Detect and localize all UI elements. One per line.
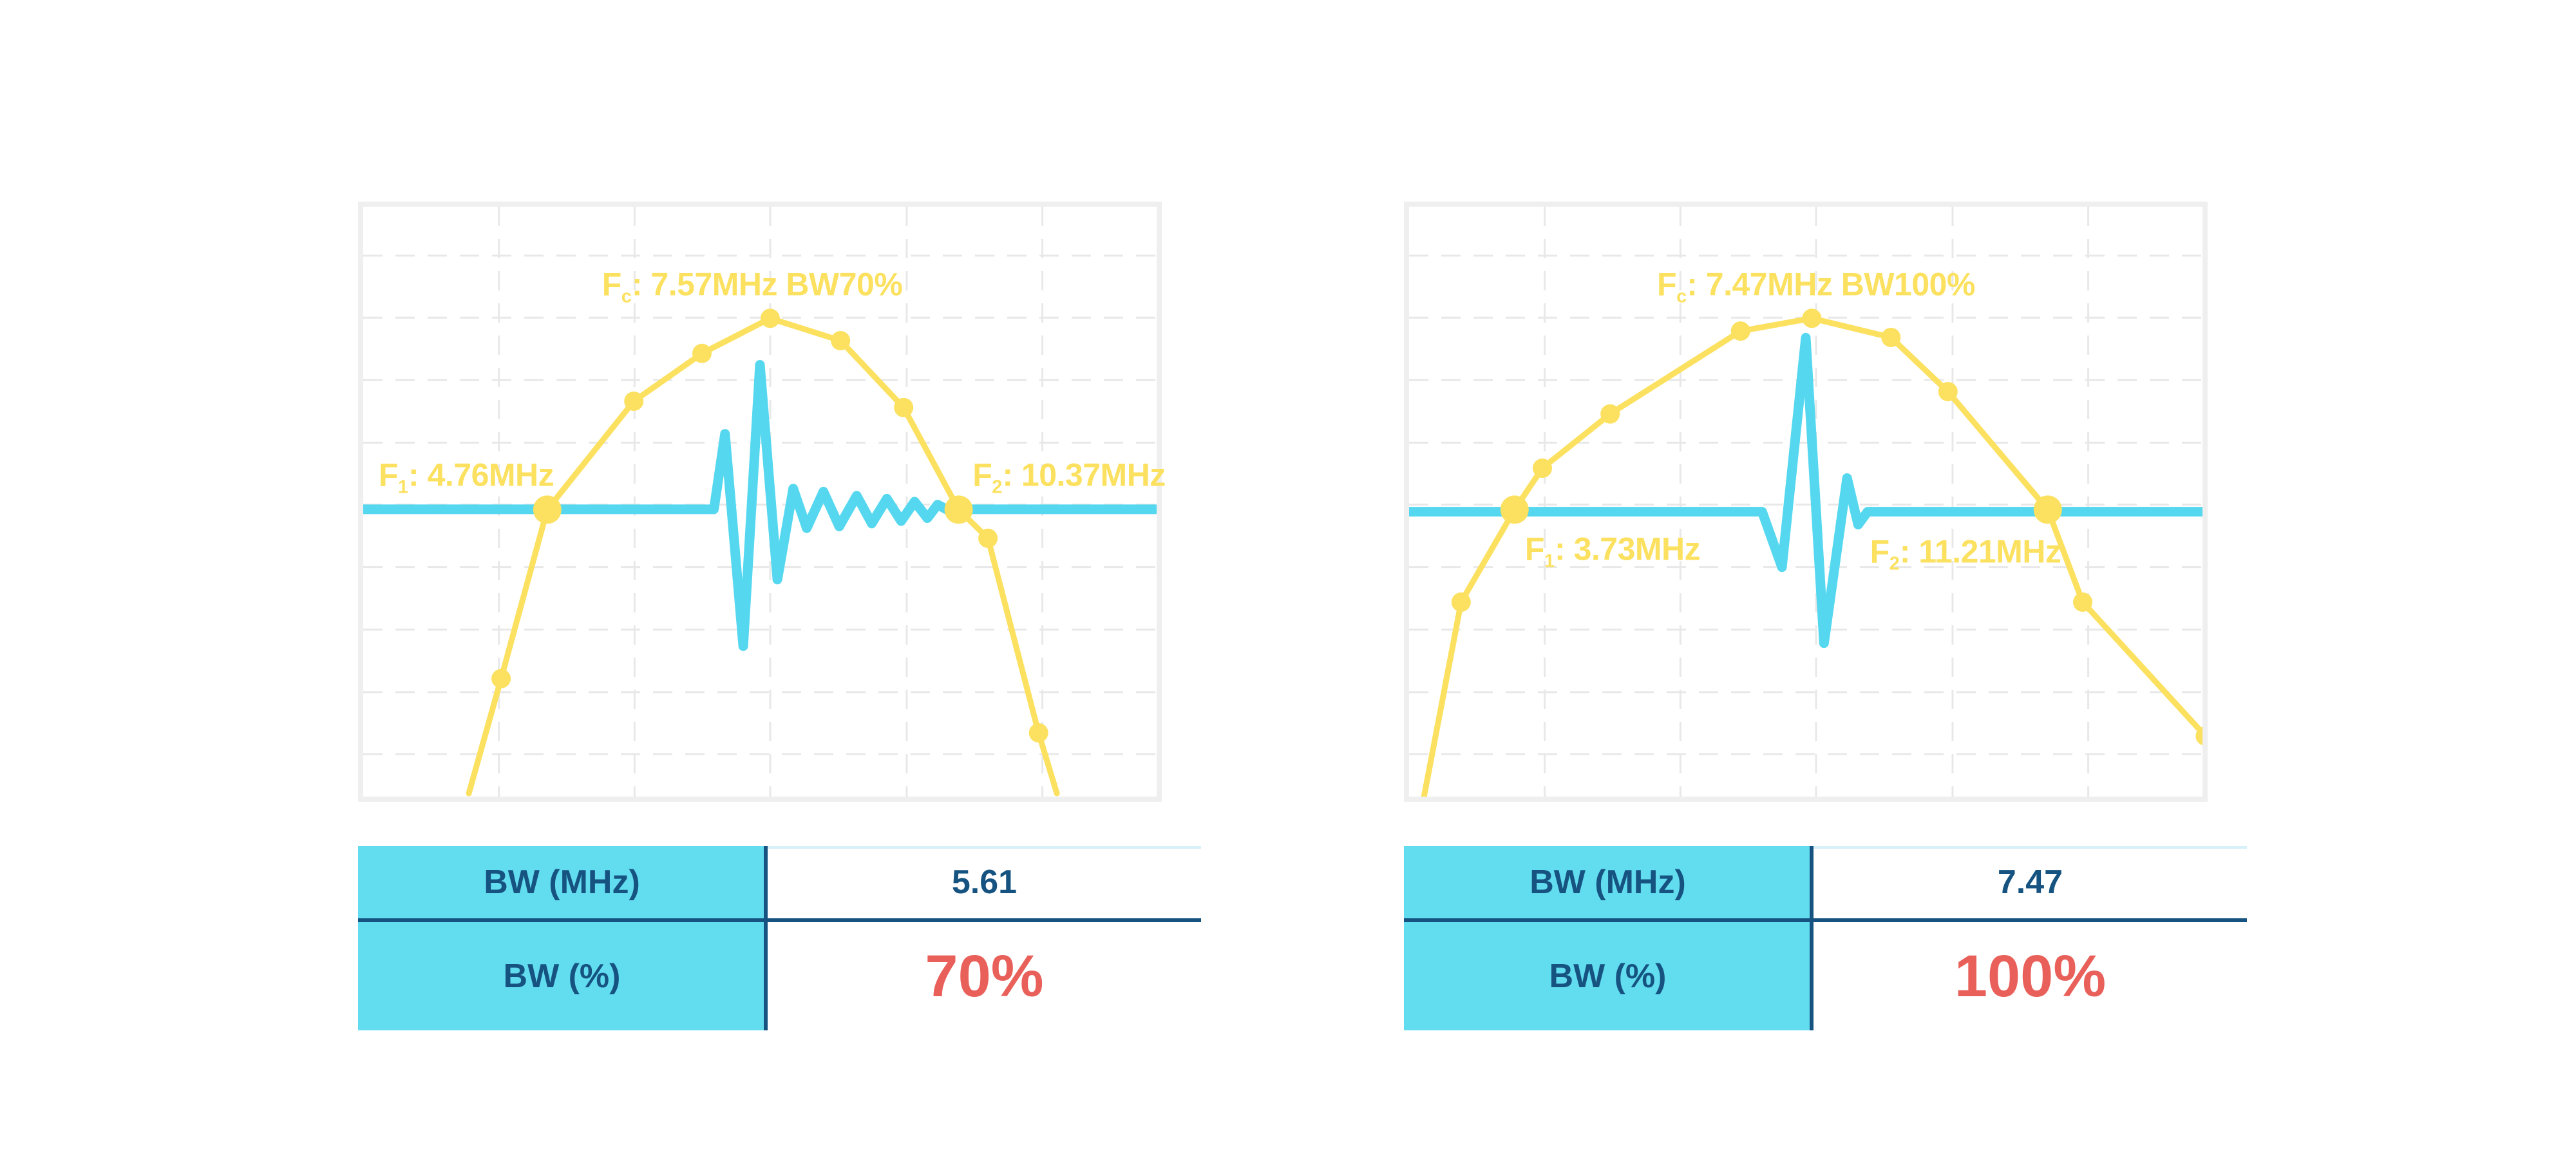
table-column-divider (764, 846, 768, 1030)
f1-annotation-sub: 1 (1544, 551, 1555, 572)
f1-annotation-prefix: F (378, 457, 399, 493)
f2-annotation-text: : 10.37MHz (1002, 457, 1166, 493)
table-column-divider (1810, 846, 1814, 1030)
fc-annotation: Fc: 7.57MHz BW70% (602, 265, 903, 307)
bandwidth-table-right: BW (MHz) 7.47 BW (%) 100% (1404, 846, 2247, 1030)
f2-annotation-text: : 11.21MHz (1899, 533, 2061, 570)
bw-pct-label: BW (%) (503, 958, 621, 995)
fc-annotation-prefix: F (601, 266, 622, 303)
table-header-column (1404, 846, 1812, 1030)
f1-annotation-prefix: F (1524, 531, 1545, 567)
f1-annotation: F1: 4.76MHz (379, 456, 554, 498)
bw-mhz-value: 5.61 (951, 864, 1018, 901)
fc-annotation-sub: c (621, 286, 632, 307)
bw-pct-value: 70% (925, 943, 1044, 1009)
table-top-rule (766, 846, 1201, 849)
spectrum-svg-right (1409, 207, 2202, 797)
bw-pct-label: BW (%) (1549, 958, 1667, 995)
f1-annotation-sub: 1 (397, 477, 409, 498)
table-row-divider (1404, 918, 2247, 922)
spectrum-svg-left (363, 207, 1157, 797)
f2-annotation-sub: 2 (1889, 553, 1900, 574)
fc-annotation-text: : 7.57MHz BW70% (631, 266, 903, 303)
bw-pct-value: 100% (1954, 943, 2107, 1009)
bandwidth-table-left: BW (MHz) 5.61 BW (%) 70% (358, 846, 1201, 1030)
f2-annotation: F2: 10.37MHz (972, 456, 1166, 498)
f2-annotation-sub: 2 (992, 477, 1003, 498)
bw-mhz-label: BW (MHz) (484, 864, 640, 901)
f2-annotation-prefix: F (972, 457, 992, 493)
f1-annotation-text: : 3.73MHz (1555, 531, 1701, 567)
fc-annotation-sub: c (1676, 286, 1687, 307)
f1-annotation-text: : 4.76MHz (408, 457, 554, 493)
f2-annotation-prefix: F (1870, 533, 1890, 570)
bw-mhz-value: 7.47 (1997, 864, 2063, 901)
spectrum-panel-left: Fc: 7.57MHz BW70% F1: 4.76MHz F2: 10.37M… (358, 202, 1166, 802)
spectrum-panel-right: Fc: 7.47MHz BW100% F1: 3.73MHz F2: 11.21… (1404, 202, 2208, 802)
f1-annotation: F1: 3.73MHz (1524, 530, 1701, 572)
table-row-divider (358, 918, 1201, 922)
bw-mhz-label: BW (MHz) (1530, 864, 1686, 901)
f2-annotation: F2: 11.21MHz (1870, 533, 2061, 574)
fc-annotation-prefix: F (1657, 266, 1677, 303)
table-header-column (358, 846, 766, 1030)
table-top-rule (1812, 846, 2247, 849)
fc-annotation-text: : 7.47MHz BW100% (1687, 266, 1975, 303)
fc-annotation: Fc: 7.47MHz BW100% (1657, 265, 1975, 307)
